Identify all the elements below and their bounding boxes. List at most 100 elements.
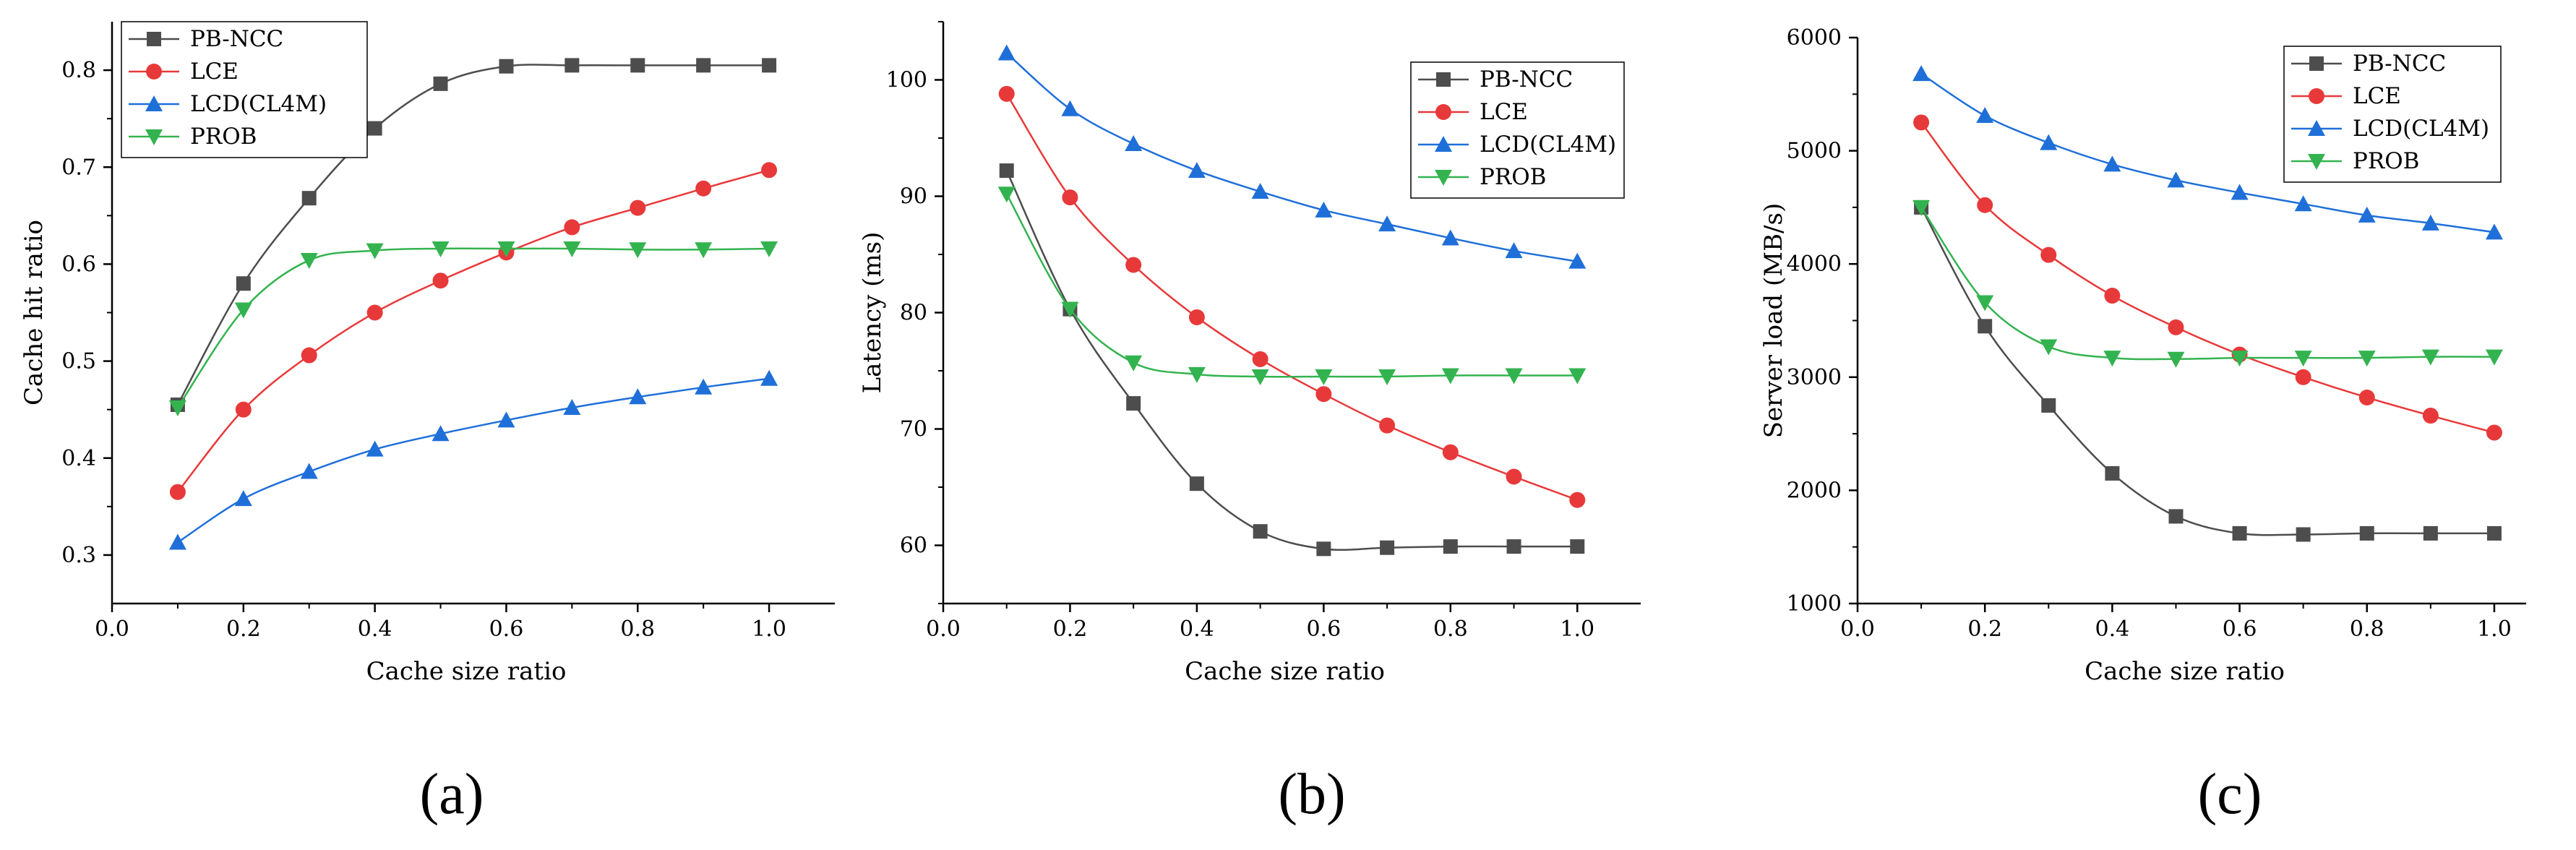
- data-point-pb-ncc: [2359, 525, 2374, 541]
- data-point-pb-ncc: [1506, 539, 1521, 554]
- data-point-pb-ncc: [564, 58, 580, 73]
- data-point-pb-ncc: [367, 121, 382, 136]
- y-tick-label: 100: [886, 68, 927, 93]
- series-line-pb-ncc: [1005, 170, 1578, 551]
- x-tick-label: 1.0: [752, 617, 786, 642]
- y-tick-label: 0.7: [61, 155, 96, 180]
- data-point-lcd-cl4m: [1912, 65, 1931, 82]
- series-prob: [997, 186, 1587, 386]
- y-tick-label: 80: [900, 301, 927, 326]
- data-point-lcd-cl4m: [1061, 100, 1079, 116]
- data-point-prob: [300, 253, 318, 270]
- data-point-lcd-cl4m: [366, 440, 384, 457]
- data-point-pb-ncc: [2041, 398, 2056, 413]
- data-point-lce: [630, 199, 646, 216]
- data-point-lcd-cl4m: [1976, 107, 1994, 124]
- data-point-lcd-cl4m: [2421, 214, 2439, 231]
- legend-marker: [1436, 72, 1451, 87]
- legend-label: LCE: [190, 59, 239, 85]
- x-tick-label: 0.6: [2223, 617, 2257, 642]
- data-point-prob: [1568, 368, 1587, 385]
- data-point-pb-ncc: [762, 58, 777, 73]
- data-point-lcd-cl4m: [2103, 155, 2121, 172]
- legend-label: LCD(CL4M): [2353, 116, 2489, 142]
- data-point-prob: [2358, 351, 2376, 367]
- y-tick-label: 4000: [1787, 252, 1842, 277]
- legend-box: [121, 21, 368, 158]
- data-point-lcd-cl4m: [695, 378, 713, 395]
- series-line-prob: [1920, 207, 2494, 361]
- series-line-lce: [176, 169, 770, 493]
- data-point-lce: [761, 162, 778, 179]
- data-point-prob: [168, 400, 186, 416]
- y-axis-title: Server load (MB/s): [1759, 203, 1788, 438]
- x-tick-label: 0.0: [1840, 617, 1875, 642]
- data-point-pb-ncc: [2296, 527, 2311, 542]
- series-line-prob: [1005, 193, 1578, 378]
- x-axis-title: Cache size ratio: [2085, 657, 2285, 686]
- data-point-lcd-cl4m: [1315, 201, 1333, 218]
- series-pb-ncc: [1914, 199, 2502, 542]
- data-point-lcd-cl4m: [168, 533, 186, 550]
- data-point-lcd-cl4m: [1251, 183, 1269, 199]
- legend-label: LCD(CL4M): [190, 91, 327, 117]
- series-lce: [998, 85, 1586, 508]
- data-point-lce: [2168, 319, 2184, 335]
- data-point-pb-ncc: [2105, 465, 2120, 481]
- y-tick-label: 60: [900, 533, 927, 559]
- data-point-prob: [2421, 349, 2439, 366]
- x-tick-label: 0.4: [358, 617, 392, 642]
- data-point-prob: [2167, 351, 2185, 368]
- panel-label: (b): [1278, 763, 1345, 826]
- legend-item-prob: PROB: [1418, 164, 1546, 190]
- legend-item-lce: LCE: [129, 59, 239, 85]
- data-point-pb-ncc: [1978, 319, 1993, 334]
- y-tick-label: 0.3: [61, 543, 96, 568]
- x-tick-label: 0.2: [1967, 617, 2002, 642]
- legend-item-lcd-cl4m: LCD(CL4M): [1418, 132, 1616, 158]
- legend-marker: [146, 64, 162, 80]
- data-point-lcd-cl4m: [1505, 242, 1523, 259]
- y-tick-label: 3000: [1787, 365, 1842, 390]
- x-axis-title: Cache size ratio: [366, 657, 567, 686]
- data-point-pb-ncc: [696, 58, 711, 73]
- data-point-prob: [366, 243, 384, 259]
- series-lce: [169, 162, 778, 500]
- data-point-prob: [1251, 369, 1269, 386]
- x-tick-label: 0.4: [2095, 617, 2130, 642]
- series-prob: [168, 241, 778, 416]
- data-point-pb-ncc: [1570, 539, 1585, 554]
- data-point-lcd-cl4m: [1188, 162, 1206, 179]
- legend-label: PB-NCC: [2353, 51, 2446, 77]
- series-pb-ncc: [170, 58, 777, 412]
- data-point-prob: [1976, 295, 1994, 312]
- data-point-pb-ncc: [630, 58, 645, 73]
- series-lcd-cl4m: [997, 44, 1587, 269]
- legend-marker: [1435, 136, 1452, 152]
- data-point-pb-ncc: [1126, 396, 1141, 411]
- data-point-lcd-cl4m: [1378, 215, 1396, 232]
- y-tick-label: 5000: [1787, 139, 1842, 164]
- data-point-pb-ncc: [433, 76, 448, 91]
- data-point-prob: [695, 242, 713, 259]
- y-axis-title: Cache hit ratio: [20, 220, 48, 405]
- data-point-pb-ncc: [1380, 540, 1395, 555]
- legend-marker: [1435, 170, 1452, 186]
- data-point-lce: [695, 180, 712, 197]
- legend-label: PROB: [2353, 148, 2419, 174]
- x-tick-label: 0.0: [95, 617, 129, 642]
- data-point-lcd-cl4m: [497, 411, 515, 428]
- y-tick-label: 1000: [1787, 591, 1842, 617]
- data-point-lce: [2422, 408, 2439, 424]
- data-point-lce: [1442, 444, 1459, 460]
- legend: PB-NCC LCE LCD(CL4M) PROB: [2283, 46, 2502, 183]
- data-point-lce: [2295, 369, 2311, 385]
- data-point-prob: [2103, 351, 2121, 367]
- data-point-prob: [1315, 369, 1333, 386]
- data-point-prob: [760, 241, 778, 257]
- series-prob: [1912, 199, 2503, 368]
- data-point-lcd-cl4m: [760, 369, 778, 386]
- data-point-lce: [235, 401, 252, 418]
- legend-label: LCD(CL4M): [1480, 132, 1616, 158]
